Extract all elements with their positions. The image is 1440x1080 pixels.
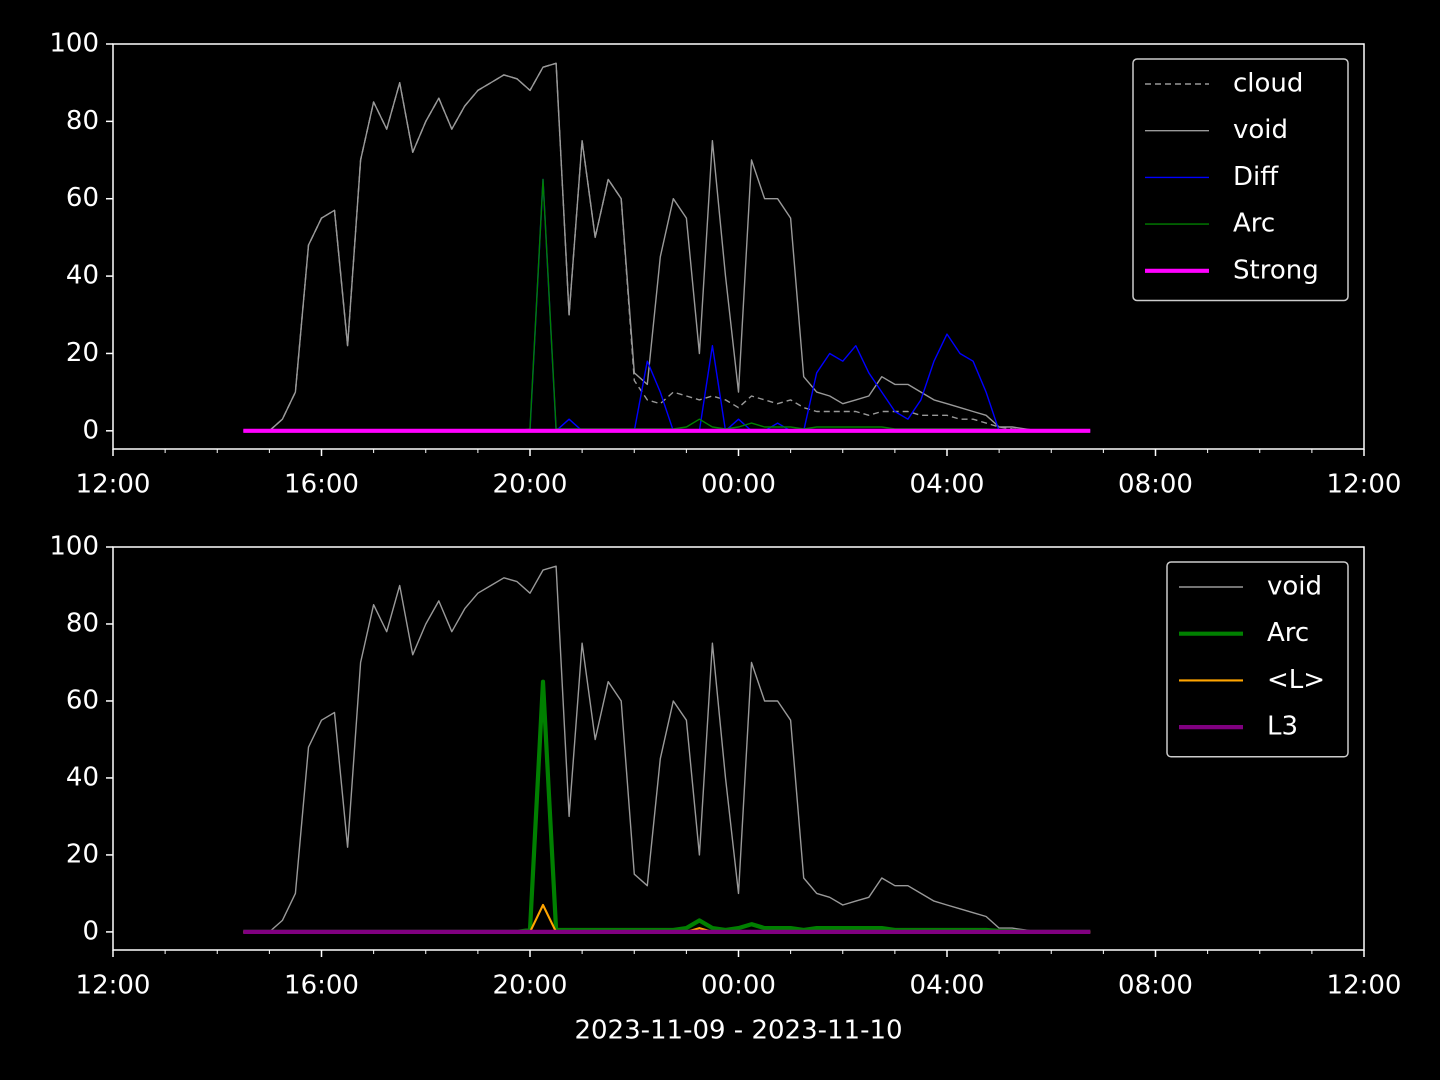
- x-axis-label: 2023-11-09 - 2023-11-10: [574, 1016, 902, 1046]
- legend-box: [1166, 561, 1349, 758]
- legend-label: Arc: [1233, 209, 1275, 239]
- legend-label: Strong: [1233, 255, 1319, 285]
- x-tick-label: 04:00: [910, 470, 985, 500]
- legend-label: void: [1267, 572, 1322, 602]
- x-tick-label: 08:00: [1118, 971, 1193, 1001]
- legend-label: cloud: [1233, 69, 1303, 99]
- y-tick-label: 40: [66, 762, 99, 792]
- x-tick-label: 16:00: [284, 971, 359, 1001]
- y-tick-label: 20: [66, 839, 99, 869]
- legend-box: [1132, 58, 1349, 302]
- x-tick-label: 12:00: [76, 470, 151, 500]
- x-tick-label: 12:00: [1327, 971, 1402, 1001]
- x-tick-label: 20:00: [493, 470, 568, 500]
- y-tick-label: 60: [66, 183, 99, 213]
- legend-label: Diff: [1233, 162, 1279, 192]
- y-tick-label: 100: [49, 532, 99, 562]
- y-tick-label: 0: [82, 415, 99, 445]
- y-tick-label: 40: [66, 261, 99, 291]
- legend-label: void: [1233, 115, 1288, 145]
- plot-frame: [112, 43, 1365, 450]
- legend-label: Arc: [1267, 618, 1309, 648]
- legend-label: L3: [1267, 712, 1298, 742]
- y-tick-label: 20: [66, 338, 99, 368]
- x-tick-label: 00:00: [701, 470, 776, 500]
- x-tick-label: 04:00: [910, 971, 985, 1001]
- y-tick-label: 80: [66, 106, 99, 136]
- y-tick-label: 60: [66, 685, 99, 715]
- x-tick-label: 20:00: [493, 971, 568, 1001]
- x-tick-label: 08:00: [1118, 470, 1193, 500]
- plot-frame: [112, 546, 1365, 951]
- y-tick-label: 80: [66, 608, 99, 638]
- x-tick-label: 00:00: [701, 971, 776, 1001]
- x-tick-label: 12:00: [1327, 470, 1402, 500]
- x-tick-label: 12:00: [76, 971, 151, 1001]
- y-tick-label: 0: [82, 916, 99, 946]
- legend-label: <L>: [1267, 665, 1325, 695]
- y-tick-label: 100: [49, 29, 99, 59]
- series-line: [268, 565, 1039, 933]
- x-tick-label: 16:00: [284, 470, 359, 500]
- series-line: [268, 62, 1039, 432]
